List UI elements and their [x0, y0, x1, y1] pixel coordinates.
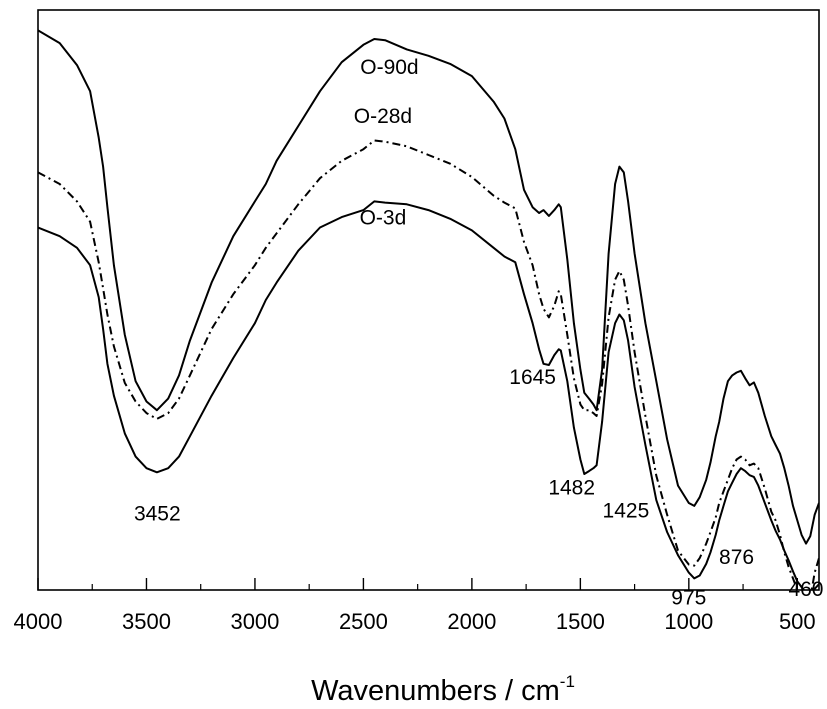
x-tick-label: 4000 [14, 609, 63, 634]
x-tick-label: 3500 [122, 609, 171, 634]
x-axis-title: Wavenumbers / cm-1 [311, 672, 575, 707]
annotation-label: 3452 [134, 502, 181, 525]
annotation-label: 876 [719, 546, 754, 569]
annotation-label: 975 [671, 587, 706, 610]
annotation-label: 1425 [603, 500, 650, 523]
x-tick-label: 1500 [556, 609, 605, 634]
series-line-o-28d [38, 139, 819, 590]
series-line-o-3d [38, 200, 819, 590]
plot-area: 4000 3500 3000 2500 2000 1500 1000 500 O-90d O-28… [14, 9, 824, 634]
annotation-label: O-90d [360, 56, 418, 79]
annotation-label: O-3d [360, 207, 407, 230]
x-tick-label: 2500 [339, 609, 388, 634]
x-tick-label: 3000 [230, 609, 279, 634]
annotation-label: 1645 [509, 366, 556, 389]
annotation-label: 1482 [548, 476, 595, 499]
x-tick-label: 1000 [664, 609, 713, 634]
x-tick-label: 2000 [447, 609, 496, 634]
annotation-label: 460 [788, 578, 823, 601]
annotation-label: O-28d [354, 105, 412, 128]
series-line-o-90d [38, 29, 819, 545]
plot-frame [37, 9, 820, 591]
x-tick-label: 500 [779, 609, 816, 634]
